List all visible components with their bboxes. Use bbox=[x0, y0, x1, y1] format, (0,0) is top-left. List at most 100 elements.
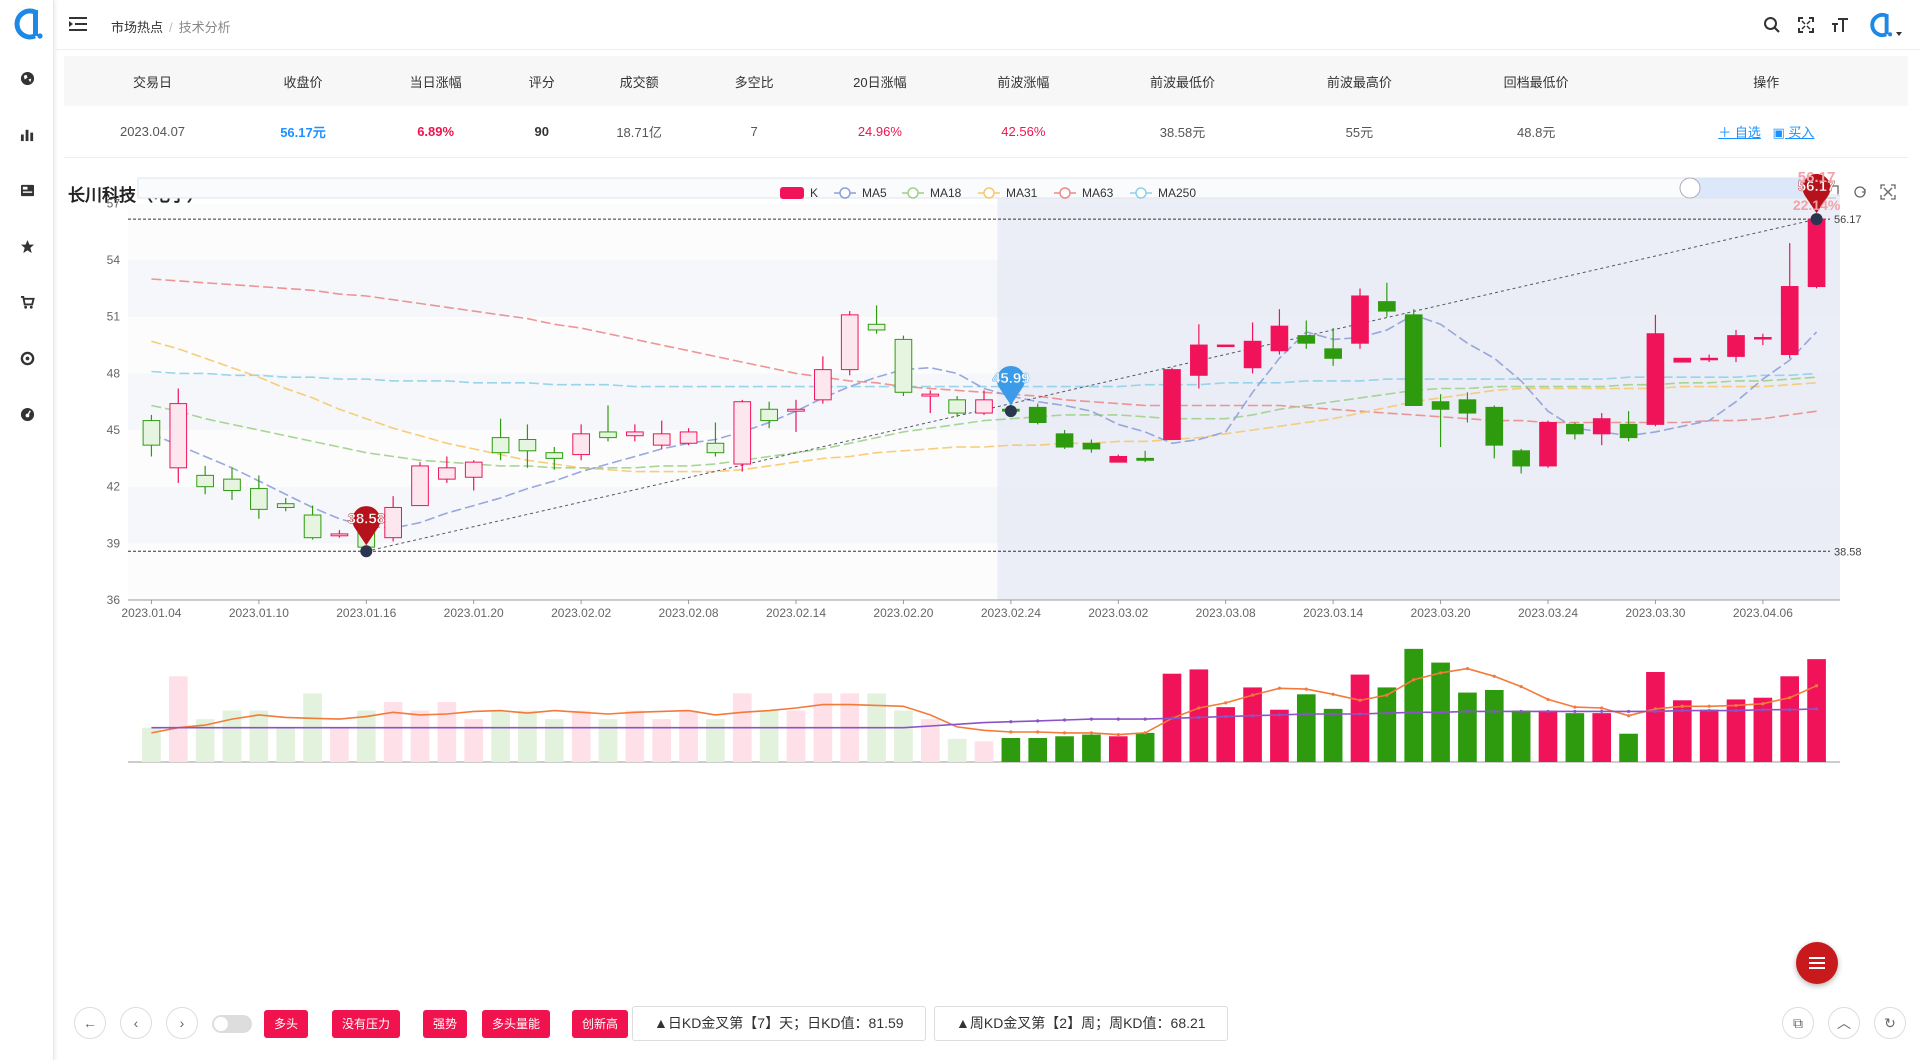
tag-bull-volume[interactable]: 多头量能 bbox=[482, 1010, 551, 1038]
candle-body bbox=[706, 442, 725, 454]
candle-body bbox=[1592, 418, 1611, 435]
user-avatar-logo[interactable] bbox=[1864, 12, 1904, 38]
legend-swatch-dot bbox=[907, 187, 919, 199]
bar-chart-icon[interactable] bbox=[17, 124, 37, 144]
tag-new-high[interactable]: 创新高 bbox=[572, 1010, 629, 1038]
volume-ma-fast-line-point bbox=[1331, 692, 1335, 696]
search-icon[interactable] bbox=[1762, 15, 1782, 35]
font-size-icon[interactable] bbox=[1830, 15, 1850, 35]
copy-button[interactable]: ⧉ bbox=[1782, 1007, 1814, 1039]
top-icons bbox=[1762, 10, 1904, 40]
cell-close: 56.17元 bbox=[241, 106, 365, 158]
arrow-left-icon: ← bbox=[83, 1015, 97, 1031]
legend-item-ma63[interactable]: MA63 bbox=[1054, 186, 1114, 200]
restore-icon[interactable] bbox=[1852, 184, 1868, 200]
legend-label: K bbox=[810, 186, 818, 200]
candle-body bbox=[814, 369, 832, 401]
candle-body bbox=[1324, 348, 1342, 359]
candle-body bbox=[303, 514, 322, 539]
refresh-button[interactable]: ↻ bbox=[1874, 1007, 1906, 1039]
volume-bar bbox=[544, 719, 564, 762]
volume-ma-slow-line-point bbox=[1814, 707, 1819, 711]
chevron-down-icon bbox=[1896, 32, 1902, 36]
volume-ma-fast-line-point bbox=[1250, 693, 1255, 697]
volume-bar bbox=[894, 710, 913, 762]
app-logo[interactable] bbox=[9, 6, 45, 42]
volume-bar bbox=[168, 676, 188, 762]
fullscreen-icon[interactable] bbox=[1796, 15, 1816, 35]
next-button[interactable]: › bbox=[166, 1007, 198, 1039]
target-icon[interactable] bbox=[17, 348, 37, 368]
summary-header-5: 多空比 bbox=[701, 56, 808, 106]
volume-ma-fast-line-point bbox=[1680, 704, 1684, 708]
volume-ma-slow-line-point bbox=[1277, 713, 1282, 717]
volume-bar bbox=[1377, 687, 1397, 762]
volume-bar bbox=[1592, 713, 1612, 762]
ma31-line bbox=[151, 340, 1817, 473]
candle-body bbox=[1028, 406, 1047, 423]
x-tick-label: 2023.01.10 bbox=[229, 606, 289, 620]
tag-strong[interactable]: 强势 bbox=[423, 1010, 468, 1038]
floating-menu-button[interactable] bbox=[1796, 942, 1838, 984]
volume-bar bbox=[571, 710, 591, 762]
toggle-switch[interactable] bbox=[212, 1015, 252, 1033]
candle-body bbox=[1351, 295, 1369, 344]
expand-icon[interactable] bbox=[1880, 184, 1896, 200]
prev-button[interactable]: ‹ bbox=[120, 1007, 152, 1039]
volume-bar bbox=[518, 710, 537, 762]
volume-ma-fast-line-point bbox=[1277, 686, 1282, 690]
summary-header-2: 当日涨幅 bbox=[364, 56, 507, 106]
menu-toggle-icon[interactable] bbox=[69, 16, 87, 32]
top-bar: 市场热点 / 技术分析 bbox=[55, 0, 1920, 50]
legend-item-ma5[interactable]: MA5 bbox=[834, 186, 887, 200]
dashboard-icon[interactable] bbox=[17, 404, 37, 424]
summary-header-3: 评分 bbox=[506, 56, 578, 106]
low-marker-label: 38.58 bbox=[348, 510, 386, 527]
legend-label: MA18 bbox=[930, 186, 962, 200]
volume-bar bbox=[598, 719, 618, 762]
newspaper-icon[interactable] bbox=[17, 180, 37, 200]
candle-body bbox=[1780, 286, 1799, 356]
kline-chart[interactable]: 36 39 42 45 48 51 54 57 2023.01.04 2023.01.10 2023… bbox=[60, 172, 1910, 972]
volume-bar bbox=[195, 719, 215, 762]
x-tick-label: 2023.02.24 bbox=[981, 606, 1041, 620]
trend-line bbox=[366, 218, 1817, 552]
volume-bar bbox=[1780, 676, 1800, 762]
legend-item-ma18[interactable]: MA18 bbox=[902, 186, 962, 200]
scroll-top-button[interactable]: ︿ bbox=[1828, 1007, 1860, 1039]
candle-body bbox=[1055, 433, 1074, 448]
legend-item-ma250[interactable]: MA250 bbox=[1130, 186, 1196, 200]
breadcrumb-parent[interactable]: 市场热点 bbox=[111, 20, 164, 35]
add-watchlist-link[interactable]: ＋ 自选 bbox=[1718, 124, 1761, 140]
tag-bull[interactable]: 多头 bbox=[264, 1010, 309, 1038]
volume-bar bbox=[410, 710, 430, 762]
candle-body bbox=[464, 461, 483, 478]
candle-body bbox=[1270, 325, 1289, 352]
volume-ma-slow-line-point bbox=[1036, 719, 1040, 723]
legend-item-k[interactable]: K bbox=[780, 186, 818, 200]
summary-row: 2023.04.07 56.17元 6.89% 90 18.71亿 7 24.9… bbox=[64, 106, 1908, 158]
volume-ma-fast-line bbox=[151, 667, 1817, 736]
candle-body bbox=[142, 420, 161, 446]
globe-icon[interactable] bbox=[17, 68, 37, 88]
candle-body bbox=[1378, 301, 1396, 312]
tag-no-pressure[interactable]: 没有压力 bbox=[332, 1010, 401, 1038]
buy-link[interactable]: ▣ 买入 bbox=[1772, 125, 1814, 140]
x-tick-label: 2023.02.08 bbox=[659, 606, 719, 620]
chart-legend: K MA5 MA18 MA31 MA63 MA250 bbox=[780, 186, 1196, 200]
candle-body bbox=[652, 433, 671, 446]
back-button[interactable]: ← bbox=[74, 1007, 106, 1039]
star-icon[interactable] bbox=[17, 236, 37, 256]
legend-item-ma31[interactable]: MA31 bbox=[978, 186, 1038, 200]
x-tick-label: 2023.01.04 bbox=[121, 606, 181, 620]
volume-bar bbox=[1001, 738, 1021, 762]
volume-ma-slow-line-point bbox=[1250, 714, 1255, 718]
volume-ma-slow-line-point bbox=[1788, 708, 1792, 712]
candle-body bbox=[250, 488, 268, 510]
x-tick-label: 2023.01.16 bbox=[336, 606, 396, 620]
volume-bar bbox=[1028, 738, 1048, 762]
x-tick-label: 2023.01.20 bbox=[444, 606, 504, 620]
mid-marker-pin bbox=[996, 365, 1025, 406]
kd-weekly-badge: ▲周KD金叉第【2】周；周KD值：68.21 bbox=[934, 1006, 1228, 1041]
cart-icon[interactable] bbox=[17, 292, 37, 312]
